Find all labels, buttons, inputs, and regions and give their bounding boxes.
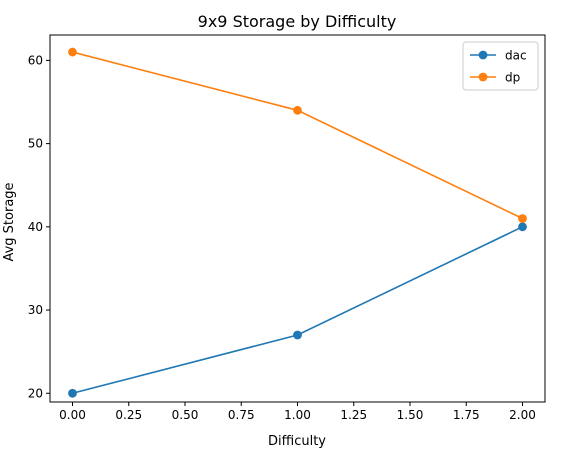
legend-label-dac: dac <box>505 49 527 63</box>
legend: dac dp <box>462 41 539 91</box>
y-axis-label: Avg Storage <box>2 182 17 261</box>
x-tick-label: 1.75 <box>453 408 480 422</box>
x-tick-label: 1.50 <box>397 408 424 422</box>
chart-title: 9x9 Storage by Difficulty <box>198 12 397 31</box>
x-tick-label: 0.75 <box>228 408 255 422</box>
series-layer <box>68 47 527 398</box>
x-axis-label: Difficulty <box>268 434 326 449</box>
y-tick-label: 20 <box>28 386 43 400</box>
y-tick-label: 60 <box>28 53 43 67</box>
data-point-dp <box>68 47 77 57</box>
legend-label-dp: dp <box>505 71 520 85</box>
x-tick-label: 2.00 <box>509 408 536 422</box>
data-point-dp <box>518 214 527 223</box>
x-tick-label: 1.00 <box>284 408 311 422</box>
data-point-dac <box>518 222 527 232</box>
data-point-dac <box>293 330 302 340</box>
data-point-dp <box>293 105 302 115</box>
x-tick-label: 0.50 <box>172 408 199 422</box>
y-axis-ticks: 20 30 40 50 60 <box>28 53 50 400</box>
data-point-dac <box>68 388 77 398</box>
legend-marker-dac <box>478 50 488 60</box>
legend-marker-dp <box>478 72 488 82</box>
y-tick-label: 30 <box>28 303 43 317</box>
x-tick-label: 0.25 <box>115 408 142 422</box>
x-tick-label: 1.25 <box>340 408 367 422</box>
y-tick-label: 40 <box>28 220 43 234</box>
x-axis-ticks: 0.00 0.25 0.50 0.75 1.00 1.25 1.50 1.75 2.00 <box>59 402 536 422</box>
plot-frame <box>49 34 546 403</box>
plot-area <box>50 35 545 402</box>
x-tick-label: 0.00 <box>59 408 86 422</box>
y-tick-label: 50 <box>28 137 43 151</box>
legend-box <box>462 41 539 91</box>
